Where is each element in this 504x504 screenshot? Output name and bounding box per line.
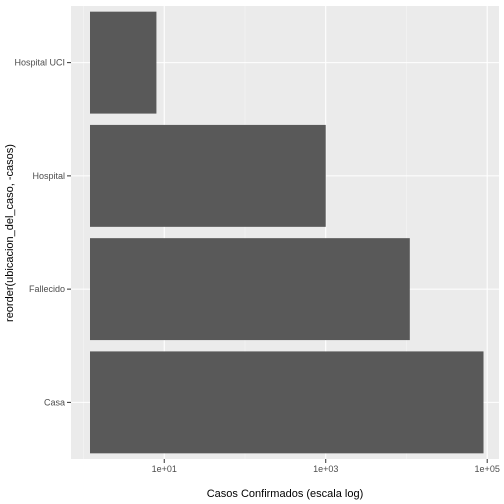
y-axis-title: reorder(ubicacion_del_caso, -casos): [4, 144, 16, 322]
bar: [90, 351, 484, 454]
x-tick-label: 1e+05: [475, 464, 500, 474]
bars: [90, 11, 484, 454]
y-tick-label: Casa: [44, 397, 65, 407]
bar: [90, 124, 326, 227]
x-tick-label: 1e+03: [313, 464, 338, 474]
x-axis: 1e+01 1e+03 1e+05: [152, 459, 500, 474]
x-tick-label: 1e+01: [152, 464, 177, 474]
bar: [90, 11, 157, 114]
y-tick-label: Hospital: [32, 171, 65, 181]
x-axis-title: Casos Confirmados (escala log): [207, 488, 364, 500]
y-tick-label: Hospital UCI: [14, 58, 65, 68]
bar: [90, 238, 410, 341]
y-axis: Casa Fallecido Hospital Hospital UCI: [14, 58, 71, 407]
y-tick-label: Fallecido: [29, 284, 65, 294]
